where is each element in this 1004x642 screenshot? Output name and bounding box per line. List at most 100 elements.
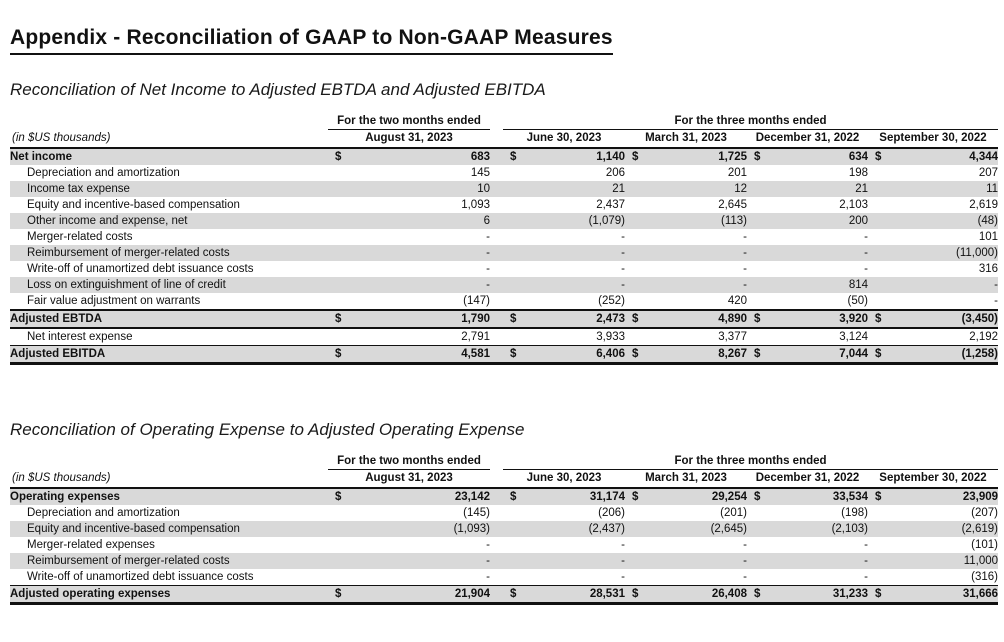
cell-value: - <box>868 293 998 310</box>
unit-note: (in $US thousands) <box>10 469 328 489</box>
cell-amount: - <box>994 295 999 307</box>
cell-value: (206) <box>503 505 625 521</box>
table-row: Operating expenses $23,142 $31,174 $29,254 $… <box>10 488 999 505</box>
cell-value: $7,044 <box>747 345 868 365</box>
cell-amount: 4,344 <box>969 151 999 163</box>
cell-value: - <box>868 277 998 293</box>
cell-amount: - <box>743 263 747 275</box>
table-row: Net income $683 $1,140 $1,725 $634 $4,344 <box>10 148 999 165</box>
cell-value: - <box>625 245 747 261</box>
column-gap <box>490 328 503 346</box>
row-label: Equity and incentive-based compensation <box>27 199 240 211</box>
cell-value: 2,619 <box>868 197 998 213</box>
table-row: Merger-related expenses - - - - (101) <box>10 537 998 553</box>
cell-value: 316 <box>868 261 998 277</box>
group-header-spacer <box>10 113 328 130</box>
cell-value: $6,406 <box>503 345 625 365</box>
row-label: Merger-related costs <box>27 231 133 243</box>
cell-amount: 10 <box>477 183 490 195</box>
cell-amount: (3,450) <box>961 313 999 325</box>
cell-amount: - <box>864 555 868 567</box>
cell-amount: 3,933 <box>596 331 625 343</box>
dollar-sign: $ <box>510 313 517 325</box>
cell-value: $3,920 <box>747 309 868 329</box>
row-label: Other income and expense, net <box>27 215 188 227</box>
cell-amount: - <box>864 263 868 275</box>
appendix-slide: Appendix - Reconciliation of GAAP to Non… <box>10 26 999 605</box>
column-gap <box>490 505 503 521</box>
cell-value: (1,079) <box>503 213 625 229</box>
cell-value: $683 <box>328 148 490 165</box>
cell-value: $1,725 <box>625 148 747 165</box>
cell-value: $4,890 <box>625 309 747 329</box>
cell-value: - <box>328 277 490 293</box>
cell-value: 814 <box>747 277 868 293</box>
row-label: Fair value adjustment on warrants <box>27 295 201 307</box>
table-row: Fair value adjustment on warrants (147) (2… <box>10 293 998 310</box>
cell-value: 21 <box>503 181 625 197</box>
row-label: Adjusted EBITDA <box>10 345 328 365</box>
row-label: Reimbursement of merger-related costs <box>27 247 230 259</box>
dollar-sign: $ <box>875 588 882 600</box>
column-gap <box>490 293 503 310</box>
cell-value: $4,344 <box>868 148 998 165</box>
cell-amount: - <box>864 231 868 243</box>
cell-value: $31,666 <box>868 585 999 605</box>
cell-amount: 26,408 <box>711 588 747 600</box>
cell-value: - <box>328 537 490 553</box>
cell-value: - <box>625 277 747 293</box>
cell-amount: - <box>486 279 490 291</box>
cell-value: 1,093 <box>328 197 490 213</box>
cell-amount: (201) <box>720 507 747 519</box>
cell-amount: - <box>743 247 747 259</box>
cell-value: 201 <box>625 165 747 181</box>
cell-value: 3,933 <box>503 328 625 346</box>
row-label: Merger-related expenses <box>27 539 155 551</box>
dollar-sign: $ <box>335 348 342 360</box>
column-gap <box>490 148 503 165</box>
cell-amount: - <box>621 279 625 291</box>
column-header: March 31, 2023 <box>625 129 747 149</box>
column-gap <box>490 553 503 569</box>
column-gap <box>490 261 503 277</box>
column-header: December 31, 2022 <box>747 469 868 489</box>
dollar-sign: $ <box>754 588 761 600</box>
cell-amount: 28,531 <box>589 588 625 600</box>
row-label: Reimbursement of merger-related costs <box>27 555 230 567</box>
cell-value: 420 <box>625 293 747 310</box>
table-row: Other income and expense, net 6 (1,079) (11… <box>10 213 999 229</box>
cell-value: (1,093) <box>328 521 490 537</box>
column-gap <box>490 229 503 245</box>
table-row: Write-off of unamortized debt issuance c… <box>10 261 998 277</box>
dollar-sign: $ <box>510 491 517 503</box>
column-gap <box>490 213 503 229</box>
dollar-sign: $ <box>510 588 517 600</box>
cell-value: - <box>625 229 747 245</box>
dollar-sign: $ <box>632 588 639 600</box>
table-row: Depreciation and amortization 145 206 201 19… <box>10 165 998 181</box>
cell-value: - <box>503 229 625 245</box>
column-gap <box>490 129 503 149</box>
net-income-reconciliation-table: For the two months ended For the three m… <box>10 113 999 365</box>
column-header: September 30, 2022 <box>868 129 999 149</box>
cell-value: - <box>328 261 490 277</box>
cell-amount: - <box>486 231 490 243</box>
table-row: Adjusted EBTDA $1,790 $2,473 $4,890 $3,920 $(… <box>10 309 999 329</box>
page-title: Appendix - Reconciliation of GAAP to Non… <box>10 26 613 55</box>
cell-amount: 3,920 <box>839 313 868 325</box>
cell-value: (147) <box>328 293 490 310</box>
column-gap <box>490 277 503 293</box>
cell-amount: 11 <box>986 183 999 195</box>
table-1-subtitle: Reconciliation of Net Income to Adjusted… <box>10 80 546 99</box>
dollar-sign: $ <box>632 491 639 503</box>
cell-amount: - <box>486 571 490 583</box>
cell-value: 2,437 <box>503 197 625 213</box>
cell-amount: (198) <box>841 507 868 519</box>
column-header-row: (in $US thousands) August 31, 2023 June … <box>10 469 999 489</box>
cell-amount: (316) <box>971 571 999 583</box>
cell-value: 2,103 <box>747 197 868 213</box>
column-header: August 31, 2023 <box>328 129 490 149</box>
dollar-sign: $ <box>875 151 882 163</box>
cell-value: $ (3,450) <box>868 309 999 329</box>
cell-value: $634 <box>747 148 868 165</box>
